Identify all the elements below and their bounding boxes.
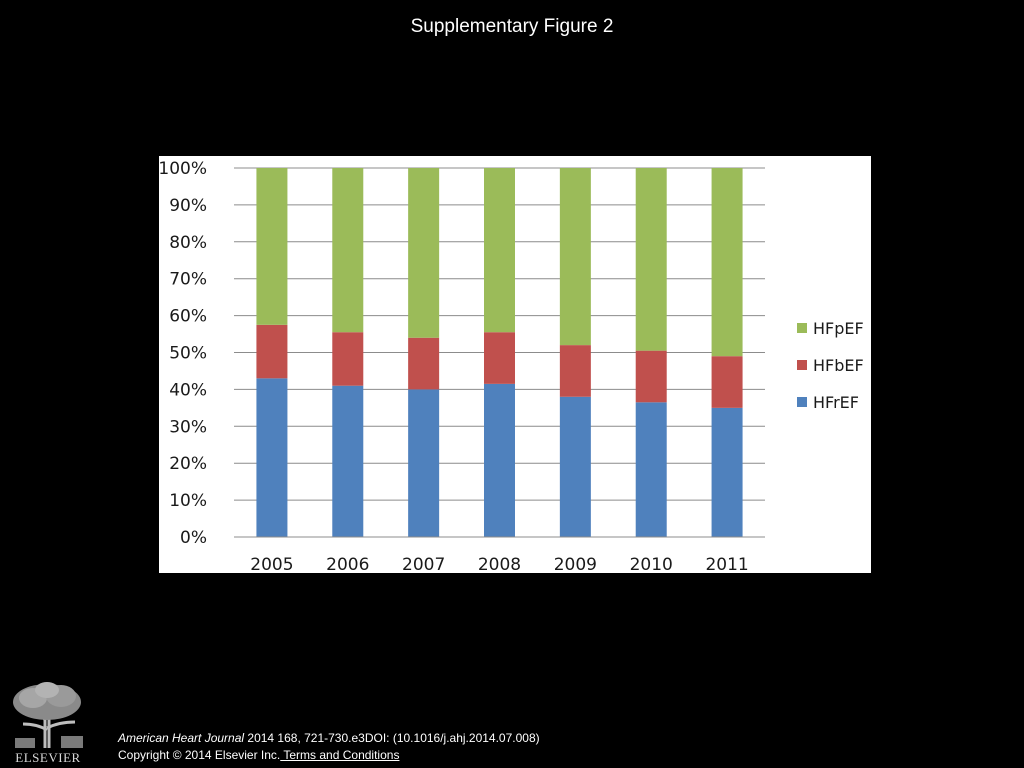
elsevier-logo-text: ELSEVIER: [15, 750, 81, 765]
bar-segment-hfbef: [711, 356, 743, 408]
terms-and-conditions-link[interactable]: Terms and Conditions: [280, 748, 400, 762]
bar-segment-hfpef: [635, 168, 667, 351]
bar-segment-hfbef: [332, 332, 364, 386]
y-tick-label: 0%: [180, 528, 207, 548]
bar-segment-hfbef: [256, 324, 288, 379]
elsevier-tree-icon: [9, 680, 87, 750]
copyright-text: Copyright © 2014 Elsevier Inc.: [118, 748, 281, 762]
y-tick-label: 20%: [169, 454, 207, 474]
x-tick-label: 2009: [554, 555, 597, 573]
x-tick-label: 2006: [326, 555, 369, 573]
slide-title: Supplementary Figure 2: [410, 16, 614, 37]
bar-segment-hfbef: [559, 345, 591, 397]
journal-name: American Heart Journal: [118, 731, 245, 745]
bar-segment-hfref: [635, 402, 667, 537]
x-tick-label: 2007: [402, 555, 445, 573]
bar-segment-hfpef: [711, 168, 743, 357]
legend-swatch-hfbef: [797, 360, 807, 370]
bar-segment-hfbef: [484, 332, 515, 384]
legend-label-hfpef: HFpEF: [813, 319, 864, 338]
x-tick-label: 2010: [630, 555, 673, 573]
x-tick-label: 2005: [250, 555, 293, 573]
bar-segment-hfref: [484, 383, 515, 537]
chart-canvas: 0% 10% 20% 30% 40% 50% 60% 70% 80% 90% 100% 2005 200…: [159, 159, 864, 573]
x-tick-label: 2011: [705, 555, 748, 573]
bar-segment-hfpef: [256, 168, 288, 325]
legend-label-hfbef: HFbEF: [813, 356, 864, 375]
y-tick-label: 50%: [169, 344, 207, 364]
bar-segment-hfref: [256, 378, 288, 537]
y-tick-label: 90%: [169, 196, 207, 216]
bar-segment-hfref: [332, 385, 364, 537]
x-tick-label: 2008: [478, 555, 521, 573]
bar-segment-hfbef: [635, 350, 667, 403]
y-tick-label: 30%: [169, 417, 207, 437]
legend-label-hfref: HFrEF: [813, 393, 859, 412]
y-tick-label: 10%: [169, 491, 207, 511]
y-tick-label: 60%: [169, 307, 207, 327]
y-tick-label: 100%: [159, 159, 207, 179]
citation: American Heart Journal 2014 168, 721-730…: [118, 731, 540, 745]
bar-segment-hfpef: [408, 168, 440, 338]
elsevier-logo: ELSEVIER: [9, 680, 87, 766]
y-tick-label: 40%: [169, 380, 207, 400]
copyright: Copyright © 2014 Elsevier Inc. Terms and…: [118, 748, 399, 762]
stacked-bar-chart: 0% 10% 20% 30% 40% 50% 60% 70% 80% 90% 100% 2005 200…: [159, 156, 871, 573]
bar-segment-hfbef: [408, 337, 440, 390]
bar-segment-hfref: [711, 407, 743, 537]
bar-segment-hfpef: [332, 168, 364, 333]
citation-details: 2014 168, 721-730.e3DOI: (10.1016/j.ahj.…: [244, 731, 540, 745]
bar-segment-hfpef: [484, 168, 515, 333]
bar-segment-hfref: [559, 396, 591, 537]
legend-swatch-hfpef: [797, 323, 807, 333]
legend-swatch-hfref: [797, 397, 807, 407]
y-tick-label: 70%: [169, 270, 207, 290]
bar-segment-hfpef: [559, 168, 591, 346]
y-tick-label: 80%: [169, 233, 207, 253]
bar-segment-hfref: [408, 389, 440, 537]
